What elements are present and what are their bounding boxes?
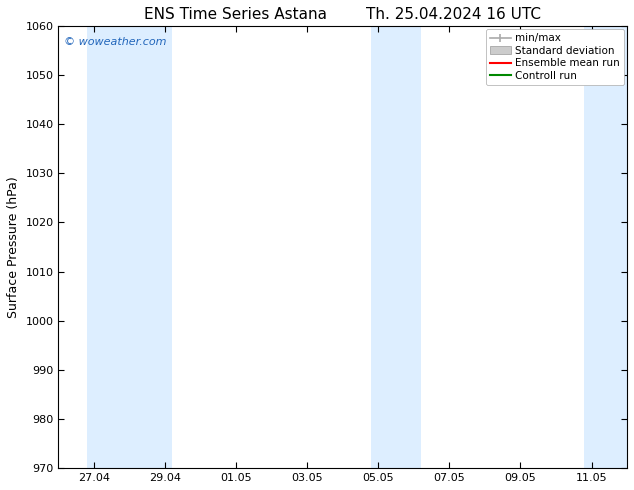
Title: ENS Time Series Astana        Th. 25.04.2024 16 UTC: ENS Time Series Astana Th. 25.04.2024 16…	[145, 7, 541, 22]
Legend: min/max, Standard deviation, Ensemble mean run, Controll run: min/max, Standard deviation, Ensemble me…	[486, 29, 624, 85]
Bar	[371, 26, 421, 468]
Y-axis label: Surface Pressure (hPa): Surface Pressure (hPa)	[7, 176, 20, 318]
Bar	[87, 26, 172, 468]
Text: © woweather.com: © woweather.com	[64, 37, 167, 47]
Bar	[585, 26, 627, 468]
